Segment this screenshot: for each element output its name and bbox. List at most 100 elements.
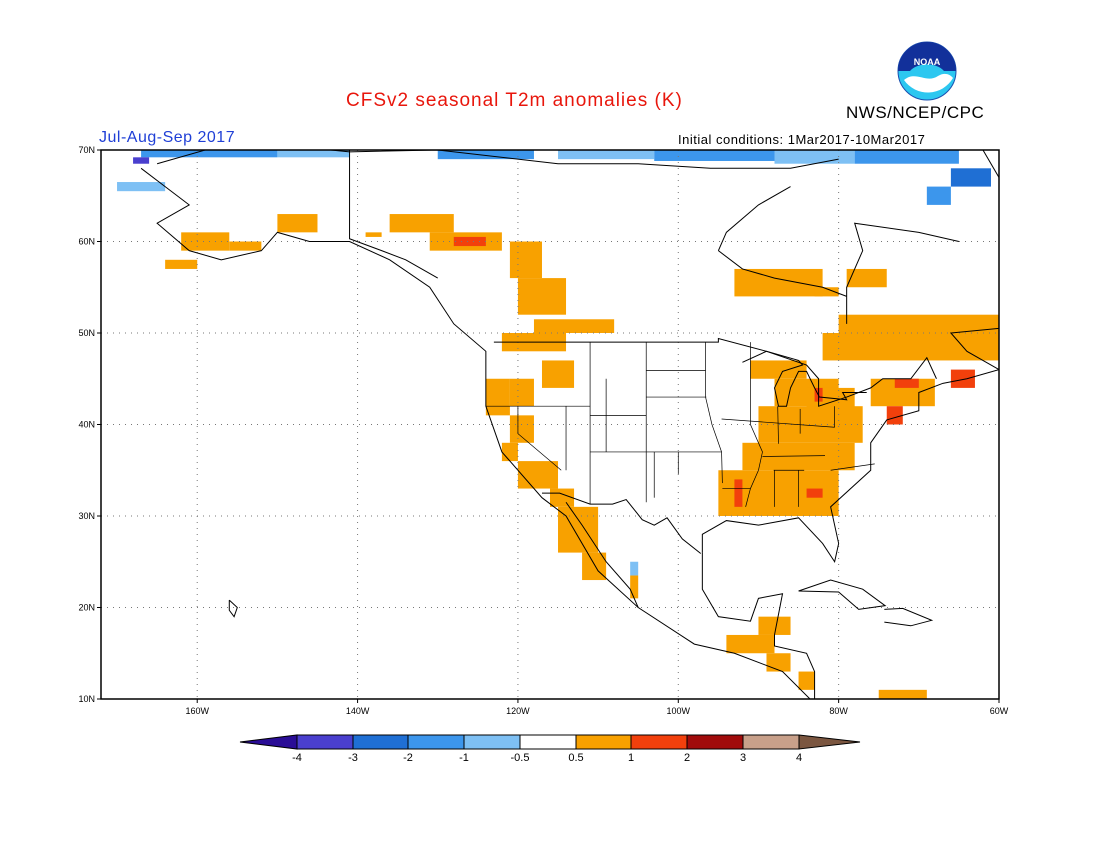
anomaly-cell: [533, 319, 615, 333]
anomaly-cells: [117, 150, 999, 699]
anomaly-cell: [750, 360, 807, 379]
colorbar-segment: [742, 734, 800, 750]
coastline: [718, 222, 960, 324]
lon-label: 100W: [667, 706, 691, 716]
anomaly-cell: [541, 360, 575, 388]
anomaly-cell: [798, 671, 815, 690]
colorbar-tick-label: 4: [796, 752, 802, 764]
coastlines: [140, 150, 999, 699]
colorbar-tick-label: -0.5: [511, 752, 530, 764]
colorbar-tick-label: -1: [459, 752, 469, 764]
coastline: [228, 599, 238, 618]
colorbar-tick-label: -4: [292, 752, 302, 764]
anomaly-cell: [654, 150, 775, 161]
anomaly-cell: [141, 150, 278, 158]
plot-frame: [100, 149, 1000, 700]
colorbar-tick-label: -3: [348, 752, 358, 764]
anomaly-cell: [181, 232, 230, 251]
lat-label: 20N: [78, 603, 95, 613]
coastline: [349, 150, 438, 279]
map-title: CFSv2 seasonal T2m anomalies (K): [346, 90, 683, 111]
colorbar-segment: [686, 734, 744, 750]
anomaly-cell: [630, 561, 639, 576]
noaa-logo-icon: NOAA: [897, 41, 957, 101]
logo-text: NOAA: [914, 57, 941, 67]
coastline: [884, 607, 934, 627]
coastline: [493, 337, 937, 407]
state-border: [517, 406, 562, 471]
anomaly-cell: [558, 506, 599, 553]
anomaly-cell: [878, 689, 927, 699]
colorbar-tick-label: 0.5: [568, 752, 583, 764]
lat-label: 30N: [78, 511, 95, 521]
lat-label: 10N: [78, 694, 95, 704]
colorbar-segment: [575, 734, 632, 750]
colorbar-tick-label: 3: [740, 752, 746, 764]
lon-label: 120W: [506, 706, 530, 716]
anomaly-cell: [133, 157, 150, 164]
colorbar-segment: [239, 734, 298, 750]
initial-conditions-label: Initial conditions: 1Mar2017-10Mar2017: [678, 132, 926, 147]
colorbar-tick-label: 1: [628, 752, 634, 764]
coastline: [565, 501, 639, 608]
anomaly-cell: [277, 150, 350, 158]
anomaly-cell: [229, 241, 262, 251]
anomaly-cell: [758, 406, 863, 443]
lat-label: 70N: [78, 145, 95, 155]
colorbar-segment: [296, 734, 354, 750]
lat-label: 40N: [78, 420, 95, 430]
anomaly-cell: [950, 369, 975, 388]
lon-label: 160W: [185, 706, 209, 716]
anomaly-cell: [758, 616, 791, 635]
anomaly-cell: [509, 241, 542, 279]
anomaly-cell: [509, 378, 534, 407]
state-border: [777, 406, 779, 444]
anomaly-cell: [734, 268, 823, 297]
anomaly-cell: [950, 168, 991, 187]
colorbar-tick-label: 2: [684, 752, 690, 764]
anomaly-cell: [517, 461, 559, 489]
colorbar-segment: [352, 734, 409, 750]
anomaly-cell: [814, 287, 839, 297]
anomaly-cell: [558, 150, 655, 160]
coastline: [701, 327, 999, 564]
anomaly-cell: [389, 214, 454, 233]
colorbar-segment: [463, 734, 521, 750]
anomaly-cell: [453, 236, 486, 247]
season-label: Jul-Aug-Sep 2017: [99, 129, 236, 146]
anomaly-cell: [838, 314, 999, 333]
state-border: [721, 418, 835, 428]
lat-label: 60N: [78, 237, 95, 247]
anomaly-cell: [894, 378, 919, 388]
lon-label: 60W: [990, 706, 1009, 716]
anomaly-cell: [854, 150, 959, 164]
colorbar-segment: [630, 734, 688, 750]
anomaly-cell: [117, 182, 166, 192]
anomaly-cell: [822, 333, 999, 361]
anomaly-cell: [886, 406, 903, 425]
anomaly-cell: [550, 488, 575, 507]
anomaly-cell: [365, 232, 382, 237]
anomaly-cell: [517, 278, 567, 315]
state-border: [705, 342, 723, 484]
coastline: [798, 579, 887, 610]
anomaly-cell: [726, 634, 775, 654]
coastline: [541, 492, 702, 554]
anomaly-cell: [926, 186, 951, 205]
anomaly-cell: [846, 268, 887, 288]
colorbar-tick-label: -2: [403, 752, 413, 764]
anomaly-cell: [485, 378, 510, 416]
anomaly-cell: [277, 214, 318, 233]
graticule: [101, 150, 999, 699]
anomaly-cell: [582, 552, 607, 581]
coastline: [742, 350, 867, 407]
anomaly-cell: [774, 150, 855, 164]
coastline: [701, 552, 816, 699]
state-border: [830, 463, 875, 471]
anomaly-cell: [501, 442, 518, 462]
colorbar-segment: [407, 734, 465, 750]
axis-ticks: 70N 60N 50N 40N 30N 20N 10N 160W 140W 120W 100W 80W…: [78, 145, 1008, 716]
lon-label: 140W: [346, 706, 370, 716]
anomaly-cell: [766, 653, 791, 672]
